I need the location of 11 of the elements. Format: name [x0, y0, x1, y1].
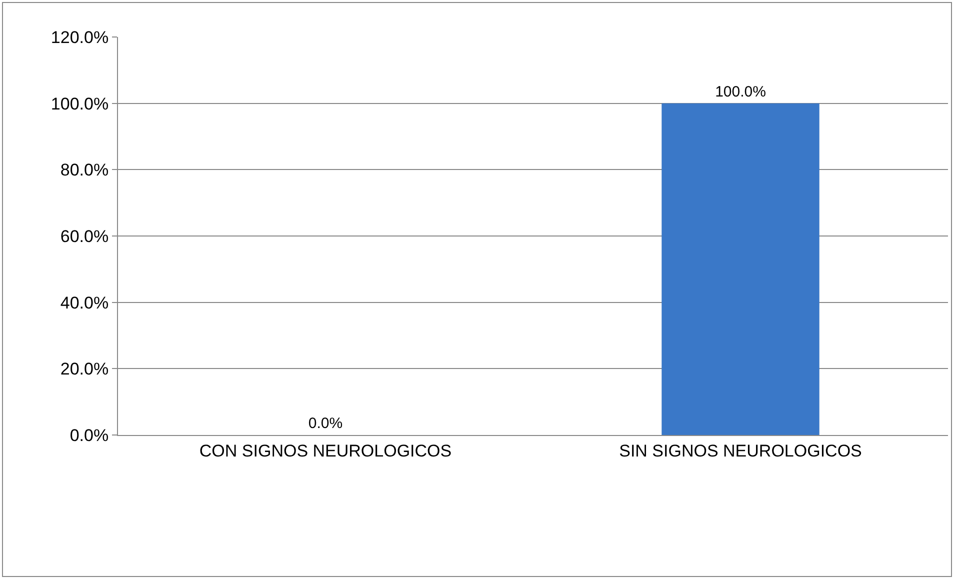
x-tick-label: CON SIGNOS NEUROLOGICOS [199, 441, 452, 460]
x-tick-label: SIN SIGNOS NEUROLOGICOS [619, 441, 862, 460]
y-tick-label: 40.0% [60, 293, 109, 312]
data-label: 100.0% [715, 83, 766, 100]
y-tick-label: 20.0% [60, 360, 109, 379]
y-tick-label: 100.0% [50, 94, 109, 114]
y-tick-label: 120.0% [50, 28, 109, 47]
y-tick-label: 80.0% [60, 160, 109, 180]
y-tick-label: 60.0% [60, 226, 109, 246]
data-label: 0.0% [308, 415, 343, 432]
y-tick-label: 0.0% [70, 426, 109, 445]
